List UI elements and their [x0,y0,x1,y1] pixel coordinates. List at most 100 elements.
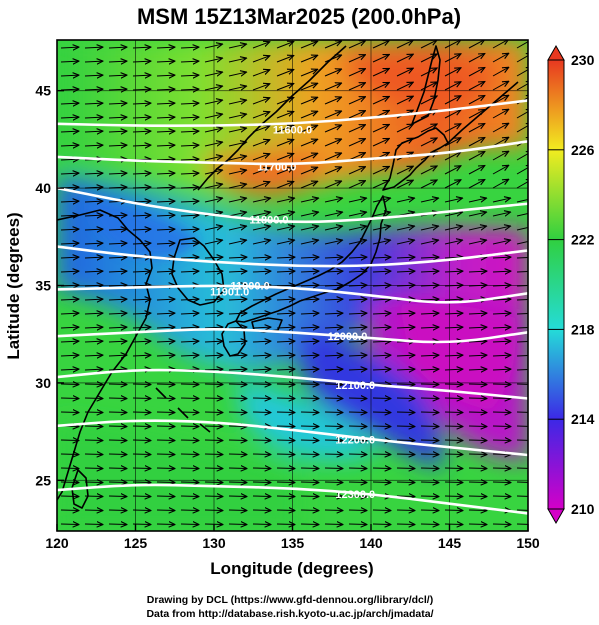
wind-arrow [204,355,223,356]
wind-arrow [492,341,511,342]
wind-arrow [348,510,367,511]
wind-arrow [180,341,199,342]
wind-arrow [276,125,294,133]
wind-arrow [372,510,391,511]
wind-arrow [132,75,151,76]
wind-arrow [276,153,294,161]
wind-arrow [348,257,367,258]
wind-arrow [492,165,509,175]
wind-arrow [444,496,463,497]
wind-arrow [276,468,295,469]
wind-arrow [300,181,318,189]
wind-arrow [204,240,223,244]
wind-arrow [492,123,509,133]
wind-arrow [228,156,247,160]
wind-arrow [204,398,223,399]
wind-arrow [324,111,342,119]
wind-arrow [228,426,247,427]
wind-arrow [132,243,151,244]
wind-arrow [420,257,439,258]
wind-arrow [396,166,413,175]
wind-arrow [516,165,528,175]
wind-arrow [180,468,199,469]
wind-arrow [84,47,103,48]
wind-arrow [84,285,103,286]
wind-arrow [396,82,413,91]
height-contour [57,186,528,224]
wind-arrow [300,226,319,230]
wind-arrow [252,42,270,49]
wind-arrow [108,299,127,300]
wind-arrow [108,131,127,132]
wind-arrow [516,368,528,371]
wind-arrow [468,327,487,328]
wind-arrow [372,271,391,272]
wind-arrow [468,510,487,511]
wind-arrow [276,111,294,119]
wind-arrow [132,89,151,90]
wind-arrow [60,89,79,90]
x-tick-label: 130 [202,535,226,551]
wind-arrow [324,398,343,399]
wind-arrow [228,86,247,90]
wind-arrow [444,440,463,441]
wind-arrow [516,284,528,287]
wind-arrow [84,173,103,174]
wind-arrow [420,138,437,147]
wind-arrow [60,482,79,483]
wind-arrow [276,198,295,202]
wind-arrow [252,56,270,63]
wind-arrow [156,61,175,62]
wind-arrow [108,468,127,469]
wind-arrow [228,184,247,188]
wind-arrow [132,271,151,272]
wind-arrow [420,271,439,272]
wind-arrow [420,68,437,77]
wind-arrow [516,240,528,244]
wind-arrow [516,354,528,357]
wind-arrow [252,168,270,175]
wind-arrow [252,271,271,272]
wind-arrow [228,482,247,483]
wind-arrow [252,154,270,161]
y-axis-ticks: 25 30 35 40 45 [35,83,64,488]
wind-arrow [156,47,175,48]
wind-arrow [300,97,318,105]
wind-arrow [324,412,343,413]
wind-arrow [204,128,223,132]
wind-arrow [84,187,103,188]
wind-arrow [444,96,461,105]
wind-arrow [252,454,271,455]
wind-arrow [324,125,342,133]
wind-arrow [156,341,175,342]
wind-arrow [468,53,485,63]
wind-arrow [492,313,511,314]
wind-arrow [372,524,391,525]
wind-arrow [156,103,175,104]
wind-arrow [444,327,463,328]
wind-arrow [276,496,295,497]
wind-arrow [372,226,391,230]
wind-arrow [396,257,415,258]
wind-arrow [516,123,528,133]
wind-arrow [444,398,463,399]
wind-arrow [492,257,511,258]
colorbar: 210 214 218 222 226 230 [547,44,595,525]
wind-arrow [84,229,103,230]
wind-arrow [492,81,509,91]
wind-arrow [420,426,439,427]
wind-arrow [108,426,127,427]
wind-arrow [156,440,175,441]
wind-arrow [180,271,199,272]
colorbar-min-arrow [547,508,565,525]
wind-arrow [204,114,223,118]
wind-arrow [252,384,271,385]
wind-arrow [300,125,318,133]
wind-arrow [396,426,415,427]
wind-arrow [276,97,294,105]
wind-arrow [516,495,528,497]
wind-arrow [444,226,463,230]
wind-arrow [228,355,247,356]
wind-arrow [204,156,223,160]
wind-arrow [300,285,319,286]
